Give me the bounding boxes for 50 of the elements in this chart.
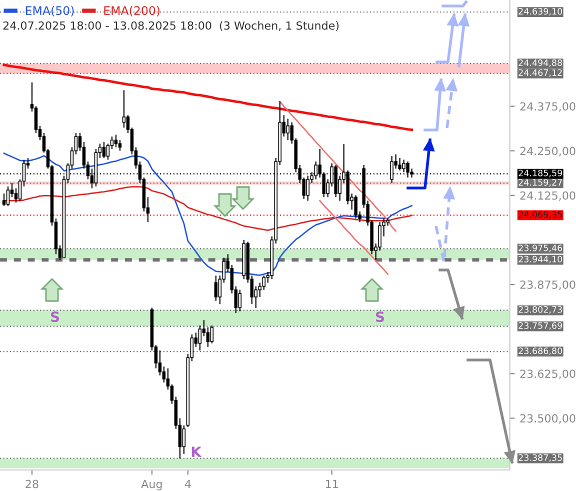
ref-line-label: 23.944,10 <box>518 256 562 264</box>
x-tick-label: 11 <box>326 480 338 488</box>
candlestick <box>206 326 210 348</box>
ref-line-label: 23.387,35 <box>518 454 562 462</box>
x-tick-label: 4 <box>184 480 191 488</box>
ref-line-label: 24.639,10 <box>518 8 562 16</box>
candlestick <box>102 141 106 158</box>
x-tick-label: 28 <box>26 480 38 488</box>
ref-line-label: 23.757,69 <box>518 322 562 330</box>
x-tick-label: Aug <box>141 480 162 490</box>
y-tick-label: 24.125,00 <box>520 191 576 201</box>
candlestick <box>162 366 166 384</box>
line-series <box>2 64 414 132</box>
ref-line-label: 23.686,80 <box>518 348 562 356</box>
candlestick <box>214 275 218 302</box>
ref-line-label: 24.069,35 <box>518 211 562 219</box>
line-series <box>279 100 397 232</box>
text: 24.07.2025 18:00 - 13.08.2025 18:00 (3 Wochen, 1 Stunde) <box>3 21 339 32</box>
candlestick <box>210 324 214 344</box>
candlestick <box>198 324 202 352</box>
candlestick <box>34 106 38 134</box>
candlestick <box>158 350 162 376</box>
legend-label: EMA(200) <box>104 6 160 16</box>
legend-label: EMA(50) <box>26 6 74 16</box>
y-tick-label: 24.250,00 <box>520 146 576 156</box>
candlestick <box>106 143 110 160</box>
candlestick <box>262 275 266 290</box>
ref-line-label: 24.494,88 <box>518 59 562 67</box>
ref-line-label: 23.975,46 <box>518 244 562 252</box>
y-tick-label: 23.500,00 <box>520 414 576 424</box>
annotation: S <box>376 312 384 322</box>
line-series <box>319 200 389 275</box>
y-tick-label: 23.625,00 <box>520 370 576 380</box>
candlestick <box>354 194 358 220</box>
candlestick <box>398 157 402 171</box>
candlestick <box>238 289 242 312</box>
candlestick <box>122 90 126 128</box>
ref-line-label: 24.467,12 <box>518 69 562 77</box>
y-tick-label: 24.375,00 <box>520 102 576 112</box>
ref-line-label: 24.159,27 <box>518 179 562 187</box>
ref-line-label: 23.802,73 <box>518 306 562 314</box>
line-series <box>3 186 412 232</box>
y-tick-label: 23.875,00 <box>520 280 576 290</box>
annotation: S <box>50 312 59 322</box>
annotation: K <box>192 446 202 457</box>
ref-line-label: 24.185,59 <box>518 170 562 178</box>
candlestick <box>114 134 118 148</box>
candlestick <box>6 186 10 207</box>
candlestick <box>182 424 186 454</box>
candlestick <box>286 118 290 141</box>
